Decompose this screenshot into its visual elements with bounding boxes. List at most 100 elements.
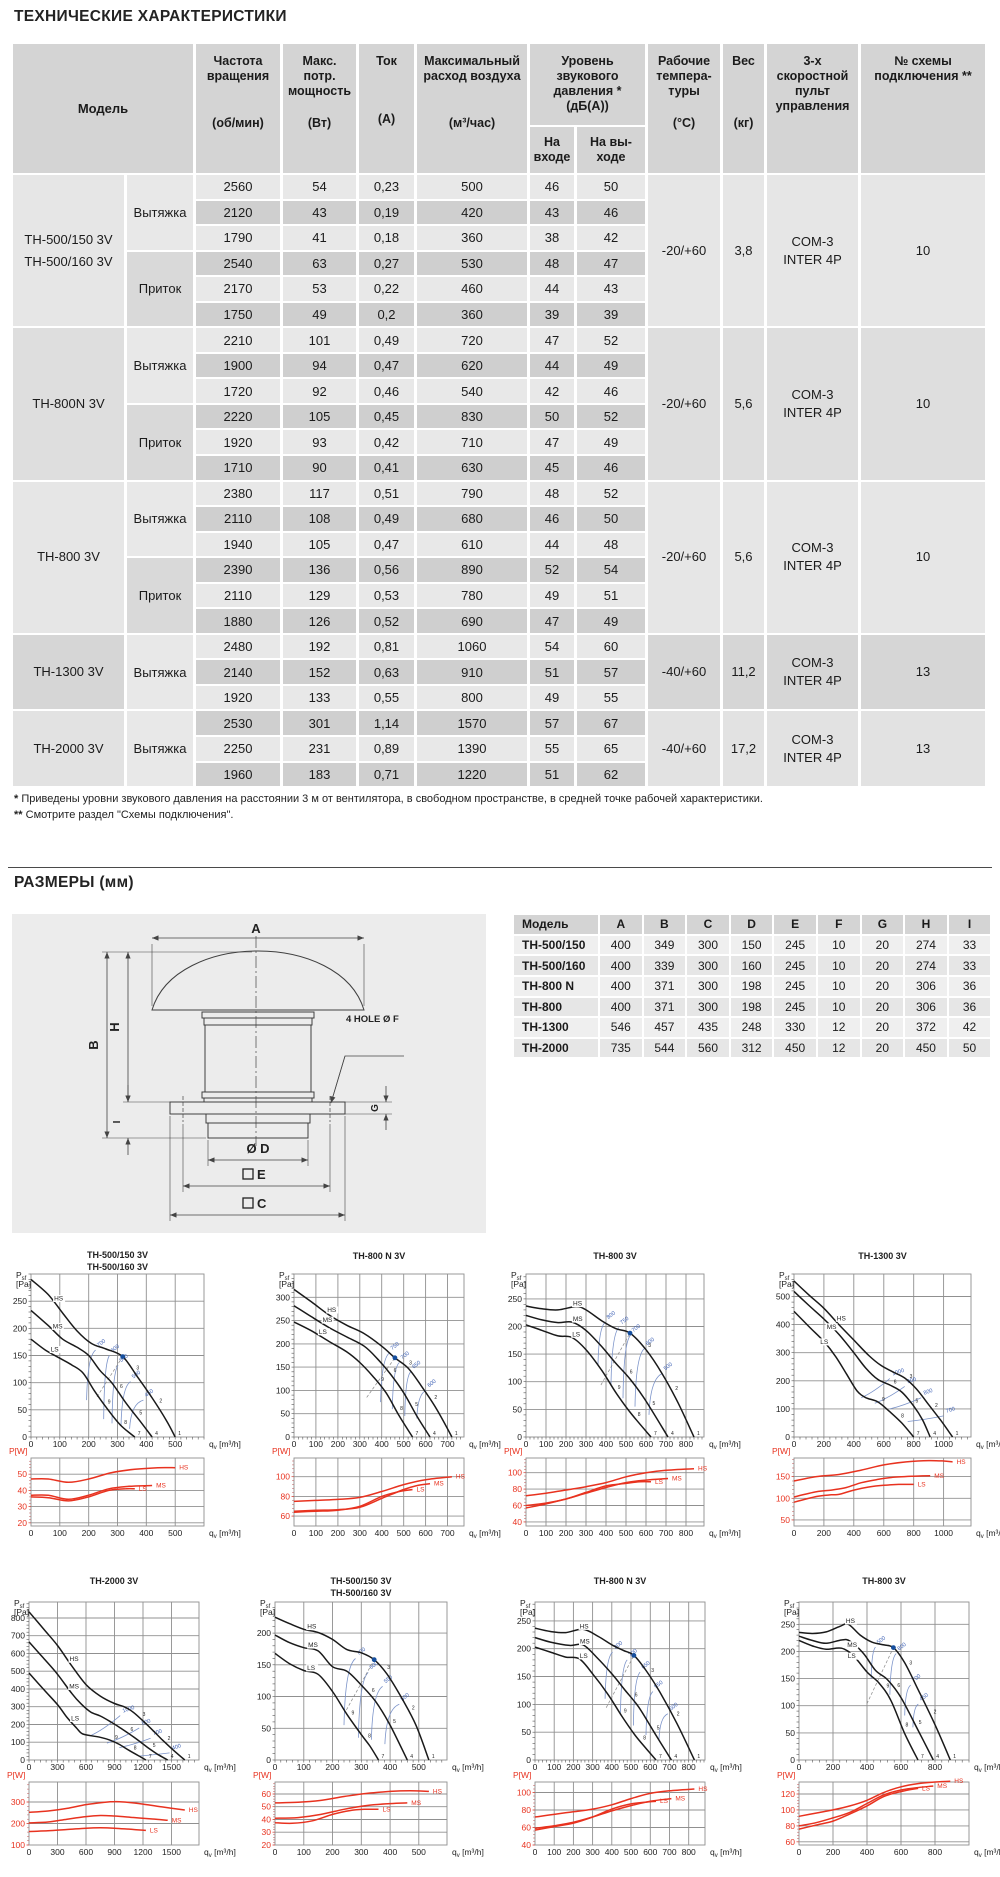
svg-text:H: H xyxy=(107,1022,122,1031)
svg-text:MS: MS xyxy=(934,1473,944,1480)
svg-text:0: 0 xyxy=(29,1439,34,1449)
svg-text:700: 700 xyxy=(400,1351,411,1361)
svg-text:700: 700 xyxy=(659,1439,673,1449)
svg-text:MS: MS xyxy=(156,1483,166,1490)
svg-text:150: 150 xyxy=(257,1660,271,1670)
svg-text:300: 300 xyxy=(110,1439,124,1449)
svg-text:7: 7 xyxy=(416,1431,419,1437)
svg-text:400: 400 xyxy=(375,1528,389,1538)
svg-text:600: 600 xyxy=(427,1379,438,1389)
svg-text:80: 80 xyxy=(522,1805,532,1815)
svg-text:[Pa]: [Pa] xyxy=(14,1607,29,1617)
svg-text:600: 600 xyxy=(79,1847,93,1857)
svg-text:8: 8 xyxy=(643,1736,646,1742)
svg-text:500: 500 xyxy=(619,1528,633,1538)
svg-text:300: 300 xyxy=(354,1847,368,1857)
svg-text:TH-500/150 3V: TH-500/150 3V xyxy=(330,1576,391,1586)
svg-text:600: 600 xyxy=(419,1528,433,1538)
svg-text:[Pa]: [Pa] xyxy=(520,1607,535,1617)
svg-text:9: 9 xyxy=(624,1709,627,1715)
svg-text:1000: 1000 xyxy=(934,1439,953,1449)
svg-text:C: C xyxy=(257,1196,267,1211)
svg-text:150: 150 xyxy=(276,1362,290,1372)
svg-text:400: 400 xyxy=(375,1439,389,1449)
svg-text:800: 800 xyxy=(682,1762,696,1772)
svg-text:MS: MS xyxy=(827,1324,837,1331)
svg-text:250: 250 xyxy=(781,1619,795,1629)
svg-text:700: 700 xyxy=(662,1847,676,1857)
svg-text:MS: MS xyxy=(172,1817,182,1824)
svg-text:200: 200 xyxy=(566,1847,580,1857)
svg-text:900: 900 xyxy=(107,1762,121,1772)
svg-text:TH-800 N 3V: TH-800 N 3V xyxy=(353,1251,406,1261)
svg-text:50: 50 xyxy=(262,1802,272,1812)
svg-text:300: 300 xyxy=(353,1439,367,1449)
svg-text:600: 600 xyxy=(110,1344,121,1354)
svg-text:LS: LS xyxy=(655,1479,664,1486)
svg-text:qv [m³/h]: qv [m³/h] xyxy=(469,1528,501,1540)
svg-text:400: 400 xyxy=(383,1762,397,1772)
svg-text:0: 0 xyxy=(27,1847,32,1857)
svg-text:HS: HS xyxy=(957,1459,967,1466)
svg-text:400: 400 xyxy=(139,1528,153,1538)
svg-text:50: 50 xyxy=(513,1404,523,1414)
svg-text:40: 40 xyxy=(18,1485,28,1495)
svg-text:qv [m³/h]: qv [m³/h] xyxy=(204,1762,236,1774)
svg-text:HS: HS xyxy=(580,1623,590,1630)
svg-text:0: 0 xyxy=(792,1439,797,1449)
svg-text:qv [m³/h]: qv [m³/h] xyxy=(209,1528,241,1540)
svg-text:100: 100 xyxy=(297,1762,311,1772)
svg-text:qv [m³/h]: qv [m³/h] xyxy=(710,1762,742,1774)
svg-text:900: 900 xyxy=(107,1847,121,1857)
svg-text:0: 0 xyxy=(27,1762,32,1772)
svg-text:150: 150 xyxy=(776,1472,790,1482)
svg-text:qv [m³/h]: qv [m³/h] xyxy=(209,1439,241,1451)
svg-text:9: 9 xyxy=(115,1735,118,1741)
svg-text:100: 100 xyxy=(517,1699,531,1709)
svg-text:qv [m³/h]: qv [m³/h] xyxy=(204,1847,236,1859)
svg-text:800: 800 xyxy=(928,1847,942,1857)
svg-text:2: 2 xyxy=(434,1395,437,1401)
svg-text:[Pa]: [Pa] xyxy=(779,1279,794,1289)
svg-text:500: 500 xyxy=(400,1692,411,1702)
svg-text:G: G xyxy=(370,1104,381,1112)
svg-text:800: 800 xyxy=(907,1528,921,1538)
svg-text:LS: LS xyxy=(918,1481,927,1488)
svg-text:MS: MS xyxy=(308,1642,318,1649)
svg-text:qv [m³/h]: qv [m³/h] xyxy=(974,1847,1000,1859)
svg-text:0: 0 xyxy=(517,1432,522,1442)
svg-text:0: 0 xyxy=(22,1432,27,1442)
svg-text:TH-800 N 3V: TH-800 N 3V xyxy=(594,1576,647,1586)
svg-text:200: 200 xyxy=(826,1762,840,1772)
svg-text:100: 100 xyxy=(776,1404,790,1414)
svg-text:120: 120 xyxy=(781,1789,795,1799)
svg-text:400: 400 xyxy=(11,1684,25,1694)
svg-text:qv [m³/h]: qv [m³/h] xyxy=(452,1847,484,1859)
svg-text:800: 800 xyxy=(606,1310,617,1320)
svg-text:400: 400 xyxy=(847,1439,861,1449)
svg-text:500: 500 xyxy=(168,1439,182,1449)
svg-text:5: 5 xyxy=(657,1726,660,1732)
svg-text:LS: LS xyxy=(660,1798,669,1805)
svg-text:LS: LS xyxy=(848,1653,857,1660)
svg-text:100: 100 xyxy=(257,1692,271,1702)
svg-text:HS: HS xyxy=(327,1307,337,1314)
svg-text:MS: MS xyxy=(573,1316,583,1323)
svg-text:TH-2000 3V: TH-2000 3V xyxy=(90,1576,139,1586)
svg-text:qv [m³/h]: qv [m³/h] xyxy=(976,1528,1000,1540)
svg-text:TH-1300 3V: TH-1300 3V xyxy=(858,1251,907,1261)
svg-text:60: 60 xyxy=(281,1511,291,1521)
svg-text:9: 9 xyxy=(618,1385,621,1391)
svg-text:qv [m³/h]: qv [m³/h] xyxy=(710,1847,742,1859)
svg-text:qv [m³/h]: qv [m³/h] xyxy=(709,1439,741,1451)
svg-text:7: 7 xyxy=(149,1754,152,1760)
svg-text:500: 500 xyxy=(624,1847,638,1857)
svg-text:7: 7 xyxy=(382,1754,385,1760)
svg-text:Psf: Psf xyxy=(784,1598,795,1610)
svg-text:0: 0 xyxy=(797,1847,802,1857)
svg-text:800: 800 xyxy=(679,1439,693,1449)
svg-text:3: 3 xyxy=(909,1660,912,1666)
svg-text:40: 40 xyxy=(262,1815,272,1825)
svg-text:TH-500/160 3V: TH-500/160 3V xyxy=(87,1262,148,1272)
svg-text:HS: HS xyxy=(573,1301,583,1308)
